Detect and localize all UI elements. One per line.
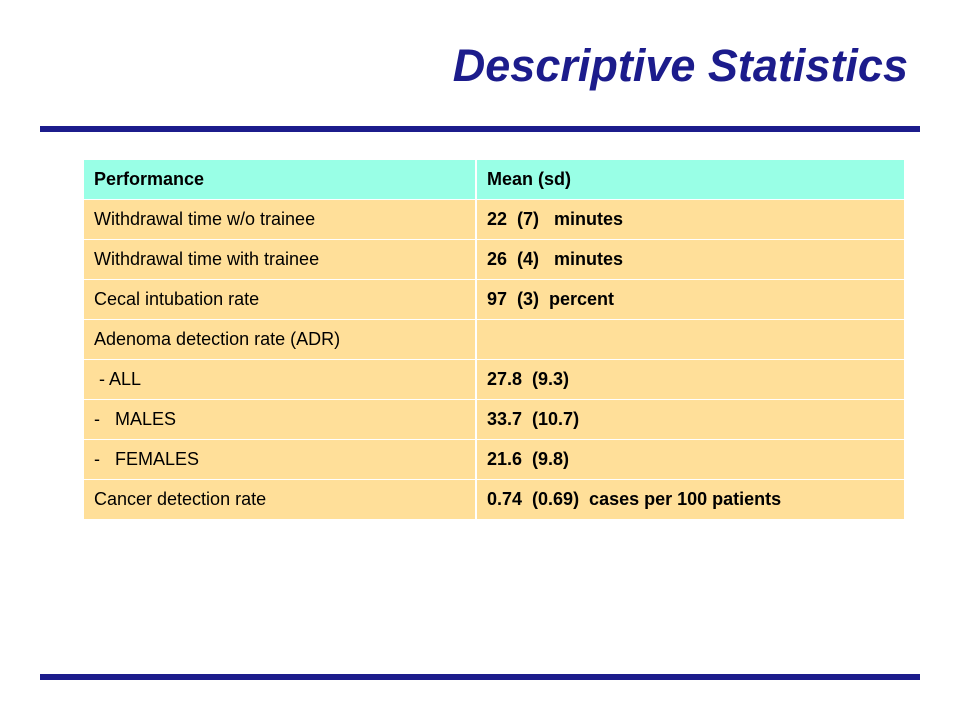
row-label: Withdrawal time with trainee [84, 239, 477, 280]
row-value: 22 (7) minutes [476, 199, 904, 240]
statistics-table: Performance Mean (sd) Withdrawal time w/… [84, 160, 904, 520]
row-value: 27.8 (9.3) [476, 359, 904, 400]
table-row: - ALL 27.8 (9.3) [84, 359, 904, 400]
top-divider [40, 126, 920, 132]
table-row: - MALES 33.7 (10.7) [84, 399, 904, 440]
row-value: 21.6 (9.8) [476, 439, 904, 480]
bottom-divider [40, 674, 920, 680]
table-header-row: Performance Mean (sd) [84, 160, 904, 200]
table-row: Adenoma detection rate (ADR) [84, 319, 904, 360]
row-value [476, 319, 904, 360]
header-mean-sd: Mean (sd) [476, 160, 904, 200]
row-label: Cecal intubation rate [84, 279, 477, 320]
table-row: Withdrawal time w/o trainee 22 (7) minut… [84, 199, 904, 240]
row-label: Cancer detection rate [84, 479, 477, 520]
row-value: 97 (3) percent [476, 279, 904, 320]
row-label: - FEMALES [84, 439, 477, 480]
table-row: Cancer detection rate 0.74 (0.69) cases … [84, 479, 904, 520]
row-value: 26 (4) minutes [476, 239, 904, 280]
row-value: 0.74 (0.69) cases per 100 patients [476, 479, 904, 520]
slide-title: Descriptive Statistics [452, 40, 908, 91]
table-row: Withdrawal time with trainee 26 (4) minu… [84, 239, 904, 280]
row-label: - ALL [84, 359, 477, 400]
row-label: Withdrawal time w/o trainee [84, 199, 477, 240]
table-row: - FEMALES 21.6 (9.8) [84, 439, 904, 480]
row-value: 33.7 (10.7) [476, 399, 904, 440]
row-label: - MALES [84, 399, 477, 440]
header-performance: Performance [84, 160, 477, 200]
table-row: Cecal intubation rate 97 (3) percent [84, 279, 904, 320]
row-label: Adenoma detection rate (ADR) [84, 319, 477, 360]
